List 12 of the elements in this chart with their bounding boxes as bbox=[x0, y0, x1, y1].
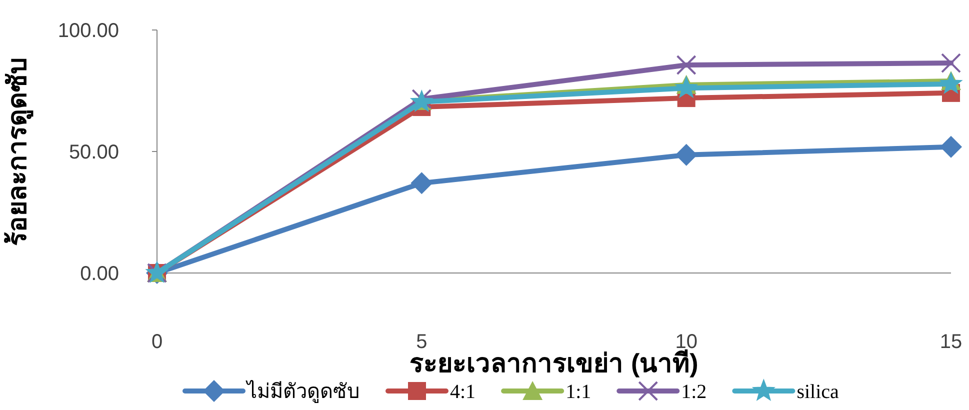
legend-label: 1:1 bbox=[566, 381, 592, 403]
x-tick-label: 0 bbox=[151, 331, 163, 353]
legend-label: 4:1 bbox=[450, 381, 476, 403]
x-tick-label: 5 bbox=[416, 331, 428, 353]
legend-label: ไม่มีตัวดูดซับ bbox=[245, 380, 360, 404]
y-tick-label: 0.00 bbox=[80, 263, 119, 285]
y-tick-label: 100.00 bbox=[58, 20, 119, 42]
y-axis-title: ร้อยละการดูดซับ bbox=[2, 57, 34, 246]
legend-label: 1:2 bbox=[681, 381, 707, 403]
y-tick-label: 50.00 bbox=[68, 142, 119, 164]
x-tick-label: 15 bbox=[940, 331, 962, 353]
legend-label: silica bbox=[796, 381, 840, 403]
